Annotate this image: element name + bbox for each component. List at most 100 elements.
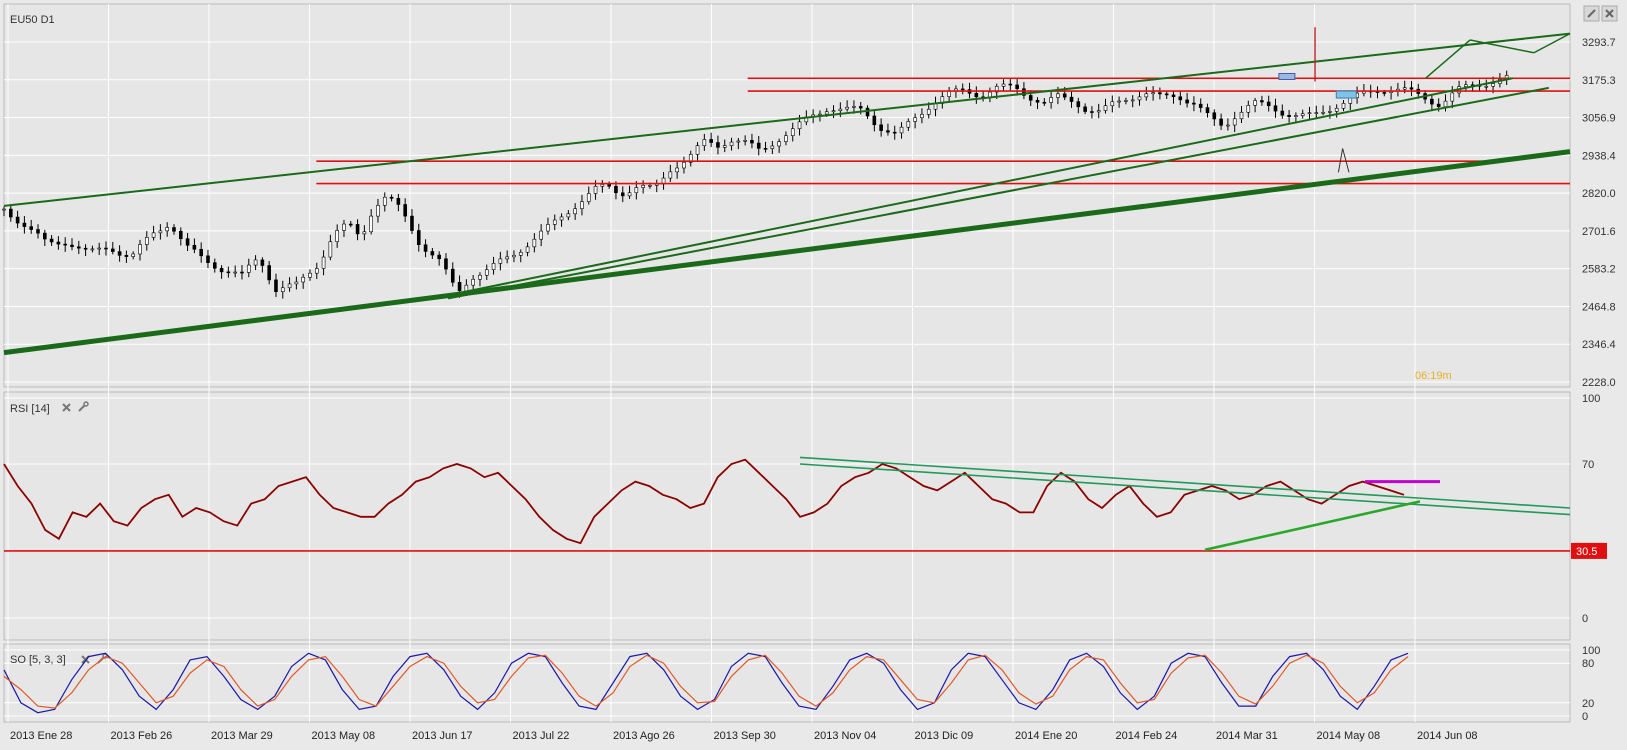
close-icon[interactable] bbox=[1601, 5, 1618, 22]
candle-body bbox=[1273, 105, 1278, 112]
candle-body bbox=[1246, 105, 1251, 113]
rsi-wrench-icon[interactable] bbox=[78, 401, 89, 412]
candle-body bbox=[722, 145, 727, 148]
candle-body bbox=[879, 124, 883, 131]
candle-body bbox=[172, 227, 176, 232]
rsi-marker-badge bbox=[1571, 542, 1607, 559]
candle-body bbox=[1192, 102, 1196, 105]
pencil-icon[interactable] bbox=[1583, 5, 1600, 22]
x-tick-label: 2014 Mar 31 bbox=[1216, 730, 1278, 742]
rsi-layer bbox=[3, 456, 1571, 552]
candle-body bbox=[178, 230, 183, 239]
candle-body bbox=[695, 145, 700, 155]
candle-body bbox=[573, 208, 577, 215]
candle-body bbox=[1151, 92, 1155, 95]
candle-body bbox=[668, 171, 673, 179]
candle-body bbox=[518, 251, 523, 256]
candle-body bbox=[226, 271, 231, 274]
candle-body bbox=[104, 247, 108, 250]
candle-body bbox=[872, 115, 877, 126]
candle-body bbox=[1328, 111, 1332, 113]
candle-body bbox=[117, 251, 122, 256]
x-tick-label: 2013 Ene 28 bbox=[10, 730, 72, 742]
stochastic-pane bbox=[3, 643, 1571, 723]
candle-body bbox=[342, 223, 346, 231]
candle-body bbox=[1464, 84, 1468, 87]
candle-body bbox=[97, 247, 101, 250]
rsi-support bbox=[1204, 500, 1421, 552]
candle-body bbox=[56, 241, 61, 245]
x-tick-label: 2013 Mar 29 bbox=[211, 730, 273, 742]
x-tick-label: 2013 Jun 17 bbox=[412, 730, 473, 742]
candle-body bbox=[580, 201, 584, 210]
candle-body bbox=[1130, 99, 1135, 102]
candle-body bbox=[865, 107, 870, 117]
candle-body bbox=[76, 246, 81, 249]
candle-body bbox=[1212, 112, 1217, 120]
rsi-y-tick-label: 0 bbox=[1582, 613, 1588, 625]
candle-body bbox=[471, 278, 475, 286]
candle-body bbox=[437, 254, 441, 260]
candle-body bbox=[539, 230, 543, 240]
candle-body bbox=[709, 139, 713, 143]
candle-body bbox=[1015, 84, 1019, 89]
candle-body bbox=[770, 145, 775, 149]
candle-body bbox=[1409, 87, 1414, 90]
candle-body bbox=[355, 224, 360, 235]
candle-body bbox=[784, 135, 788, 142]
candle-body bbox=[845, 106, 849, 110]
price-y-tick-label: 2701.6 bbox=[1582, 226, 1616, 238]
candle-body bbox=[382, 196, 387, 206]
candle-body bbox=[158, 230, 163, 234]
x-tick-label: 2013 Jul 22 bbox=[513, 730, 570, 742]
candle-body bbox=[267, 265, 271, 281]
candle-body bbox=[1253, 100, 1257, 106]
candle-body bbox=[593, 186, 598, 194]
candle-body bbox=[756, 142, 761, 149]
x-tick-label: 2013 May 08 bbox=[312, 730, 376, 742]
candle-body bbox=[110, 248, 115, 252]
price-y-tick-label: 3175.3 bbox=[1582, 75, 1616, 87]
candle-body bbox=[600, 184, 605, 187]
candle-body bbox=[1090, 111, 1094, 113]
stochastic-y-tick-label: 20 bbox=[1582, 698, 1594, 710]
candle-body bbox=[1402, 87, 1407, 90]
x-tick-label: 2014 May 08 bbox=[1317, 730, 1381, 742]
candle-body bbox=[410, 215, 414, 231]
candle-body bbox=[1137, 96, 1142, 101]
candle-body bbox=[8, 208, 13, 218]
candle-body bbox=[818, 113, 822, 116]
price-layer bbox=[2, 27, 1571, 356]
candle-body bbox=[240, 271, 244, 274]
candle-body bbox=[138, 244, 142, 255]
candle-body bbox=[505, 256, 509, 260]
candle-body bbox=[1226, 124, 1230, 127]
trendline-projection-2 bbox=[1469, 39, 1535, 54]
candle-body bbox=[627, 192, 632, 197]
candle-body bbox=[1062, 93, 1067, 98]
candle-body bbox=[416, 230, 421, 246]
candle-body bbox=[491, 263, 496, 270]
candle-body bbox=[913, 117, 917, 122]
price-y-tick-label: 2346.4 bbox=[1582, 339, 1616, 351]
candle-body bbox=[1287, 114, 1291, 117]
bar-timer: 06:19m bbox=[1415, 370, 1452, 382]
candle-body bbox=[212, 262, 217, 269]
candle-body bbox=[525, 246, 530, 253]
candle-body bbox=[1042, 101, 1047, 104]
candle-body bbox=[219, 268, 224, 273]
candle-body bbox=[1001, 83, 1006, 87]
rsi-pane-title: RSI [14] bbox=[10, 403, 50, 415]
candle-body bbox=[1300, 113, 1305, 116]
candle-body bbox=[165, 227, 169, 232]
rsi-close-icon[interactable] bbox=[62, 403, 71, 412]
candle-body bbox=[858, 106, 863, 109]
candle-body bbox=[1232, 118, 1237, 126]
zone-marker bbox=[1278, 72, 1296, 80]
candle-body bbox=[1450, 92, 1455, 102]
candle-body bbox=[1443, 100, 1448, 107]
x-tick-label: 2013 Dic 09 bbox=[915, 730, 974, 742]
x-tick-label: 2014 Jun 08 bbox=[1417, 730, 1478, 742]
candle-body bbox=[321, 256, 326, 269]
